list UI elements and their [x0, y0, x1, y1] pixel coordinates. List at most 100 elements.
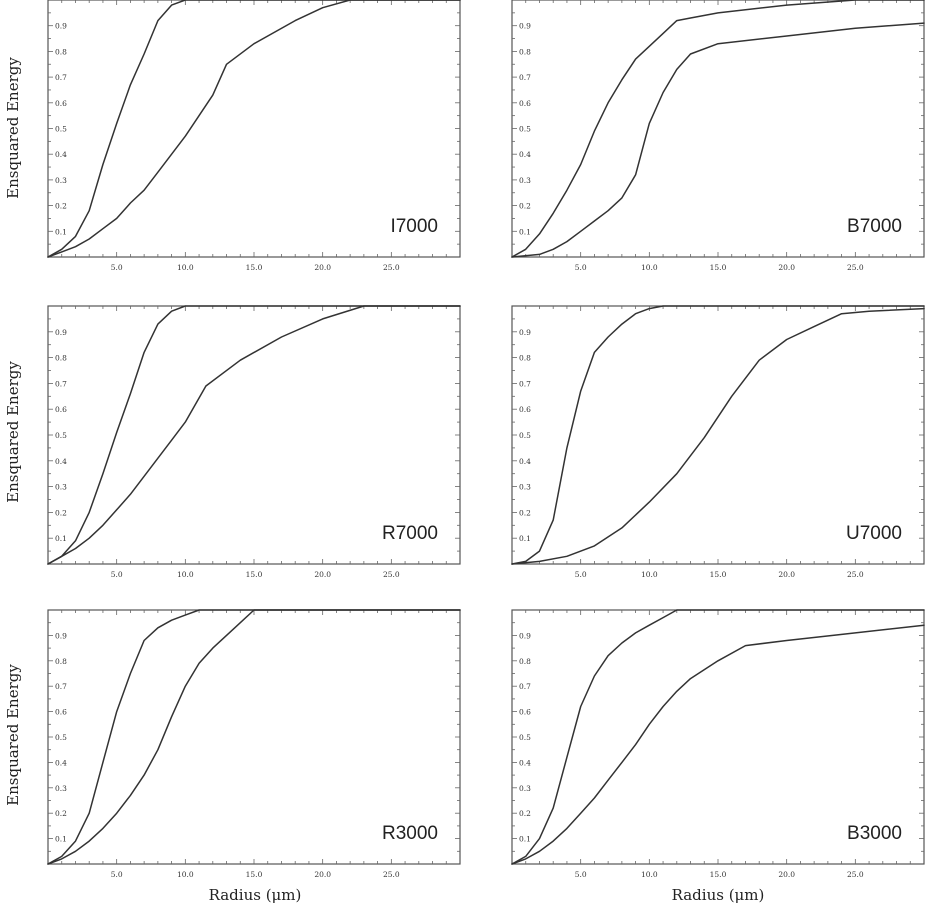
- y-tick-label: 0.9: [55, 328, 67, 337]
- y-tick-label: 0.4: [519, 457, 531, 466]
- x-axis-label-left: Radius (μm): [209, 886, 302, 904]
- x-tick-label: 5.0: [575, 263, 587, 272]
- y-tick-label: 0.6: [55, 405, 67, 414]
- x-tick-label: 15.0: [246, 263, 263, 272]
- x-tick-label: 25.0: [847, 870, 864, 879]
- y-tick-label: 0.8: [519, 47, 531, 56]
- x-tick-label: 20.0: [314, 263, 331, 272]
- y-tick-label: 0.2: [55, 508, 67, 517]
- x-tick-label: 10.0: [641, 870, 658, 879]
- panel-r3000: 5.0 10.0 15.0 20.0 25.0 0.1 0.2 0.3 0.4 0.5 0.6 0.7…: [47, 609, 461, 879]
- panel-label: U7000: [846, 523, 902, 544]
- y-tick-label: 0.1: [519, 227, 531, 236]
- series-line-2: [511, 624, 925, 865]
- y-tick-label: 0.5: [519, 431, 531, 440]
- series-line-1: [511, 609, 925, 865]
- y-tick-label: 0.9: [519, 328, 531, 337]
- x-tick-label: 10.0: [177, 870, 194, 879]
- y-tick-label: 0.9: [519, 631, 531, 640]
- x-tick-label: 5.0: [111, 570, 123, 579]
- panels-group: 5.0 10.0 15.0 20.0 25.0 0.1 0.2 0.3 0.4 0.5 0.6 0.7…: [47, 0, 925, 879]
- x-tick-label: 25.0: [383, 263, 400, 272]
- y-tick-label: 0.5: [519, 125, 531, 134]
- x-tick-label: 25.0: [847, 570, 864, 579]
- x-tick-label: 20.0: [778, 570, 795, 579]
- y-tick-label: 0.6: [55, 708, 67, 717]
- y-tick-label: 0.7: [55, 379, 67, 388]
- x-tick-label: 5.0: [575, 570, 587, 579]
- y-tick-label: 0.3: [55, 483, 67, 492]
- panel-label: B3000: [847, 823, 902, 844]
- x-tick-label: 5.0: [111, 263, 123, 272]
- series-line-2: [511, 22, 925, 258]
- panel-u7000: 5.0 10.0 15.0 20.0 25.0 0.1 0.2 0.3 0.4 0.5 0.6 0.7…: [511, 305, 925, 579]
- panel-b7000: 5.0 10.0 15.0 20.0 25.0 0.1 0.2 0.3 0.4 0.5 0.6 0.7…: [511, 0, 925, 272]
- panel-r7000: 5.0 10.0 15.0 20.0 25.0 0.1 0.2 0.3 0.4 0.5 0.6 0.7…: [47, 305, 461, 579]
- y-tick-label: 0.2: [519, 202, 531, 211]
- x-tick-label: 25.0: [383, 870, 400, 879]
- x-tick-label: 10.0: [641, 263, 658, 272]
- y-tick-label: 0.8: [519, 354, 531, 363]
- series-line-2: [47, 305, 461, 565]
- y-tick-label: 0.1: [55, 534, 67, 543]
- x-tick-label: 25.0: [383, 570, 400, 579]
- y-tick-label: 0.3: [519, 176, 531, 185]
- y-tick-label: 0.1: [55, 227, 67, 236]
- y-tick-label: 0.2: [519, 508, 531, 517]
- y-tick-label: 0.3: [519, 483, 531, 492]
- y-tick-label: 0.9: [55, 22, 67, 31]
- panel-label: R7000: [382, 523, 438, 544]
- x-tick-label: 5.0: [575, 870, 587, 879]
- y-tick-label: 0.5: [55, 733, 67, 742]
- x-tick-label: 25.0: [847, 263, 864, 272]
- y-tick-label: 0.5: [55, 431, 67, 440]
- y-tick-label: 0.8: [55, 354, 67, 363]
- y-tick-label: 0.7: [519, 73, 531, 82]
- y-tick-label: 0.8: [55, 657, 67, 666]
- x-tick-label: 15.0: [710, 570, 727, 579]
- y-tick-label: 0.7: [55, 73, 67, 82]
- y-tick-label: 0.4: [519, 150, 531, 159]
- series-line-2: [47, 0, 461, 258]
- x-tick-label: 20.0: [778, 870, 795, 879]
- panel-b3000: 5.0 10.0 15.0 20.0 25.0 0.1 0.2 0.3 0.4 0.5 0.6 0.7…: [511, 609, 925, 879]
- y-tick-label: 0.2: [55, 809, 67, 818]
- x-tick-label: 10.0: [177, 263, 194, 272]
- y-tick-label: 0.1: [519, 835, 531, 844]
- y-tick-label: 0.7: [519, 682, 531, 691]
- y-tick-label: 0.6: [519, 99, 531, 108]
- x-axis-label-right: Radius (μm): [672, 886, 765, 904]
- series-line-1: [511, 305, 925, 565]
- panel-i7000: 5.0 10.0 15.0 20.0 25.0 0.1 0.2 0.3 0.4 0.5 0.6 0.7…: [47, 0, 461, 272]
- y-tick-label: 0.6: [519, 405, 531, 414]
- x-tick-label: 15.0: [246, 570, 263, 579]
- x-tick-label: 5.0: [111, 870, 123, 879]
- x-tick-label: 20.0: [314, 570, 331, 579]
- y-tick-label: 0.9: [55, 631, 67, 640]
- x-tick-label: 20.0: [778, 263, 795, 272]
- x-tick-label: 15.0: [710, 870, 727, 879]
- panel-label: I7000: [390, 216, 438, 237]
- series-line-1: [47, 0, 461, 258]
- x-tick-label: 20.0: [314, 870, 331, 879]
- y-tick-label: 0.8: [55, 47, 67, 56]
- y-tick-label: 0.2: [55, 202, 67, 211]
- y-tick-label: 0.1: [519, 534, 531, 543]
- series-line-1: [47, 305, 461, 565]
- y-tick-label: 0.4: [519, 758, 531, 767]
- panel-label: R3000: [382, 823, 438, 844]
- series-line-1: [47, 609, 461, 865]
- series-line-2: [511, 307, 925, 565]
- x-tick-label: 10.0: [177, 570, 194, 579]
- x-tick-label: 15.0: [246, 870, 263, 879]
- series-line-1: [511, 0, 925, 258]
- y-tick-label: 0.3: [55, 176, 67, 185]
- y-tick-label: 0.4: [55, 150, 67, 159]
- y-tick-label: 0.6: [519, 708, 531, 717]
- y-tick-label: 0.6: [55, 99, 67, 108]
- panel-label: B7000: [847, 216, 902, 237]
- y-tick-label: 0.8: [519, 657, 531, 666]
- y-tick-label: 0.9: [519, 22, 531, 31]
- y-tick-label: 0.5: [519, 733, 531, 742]
